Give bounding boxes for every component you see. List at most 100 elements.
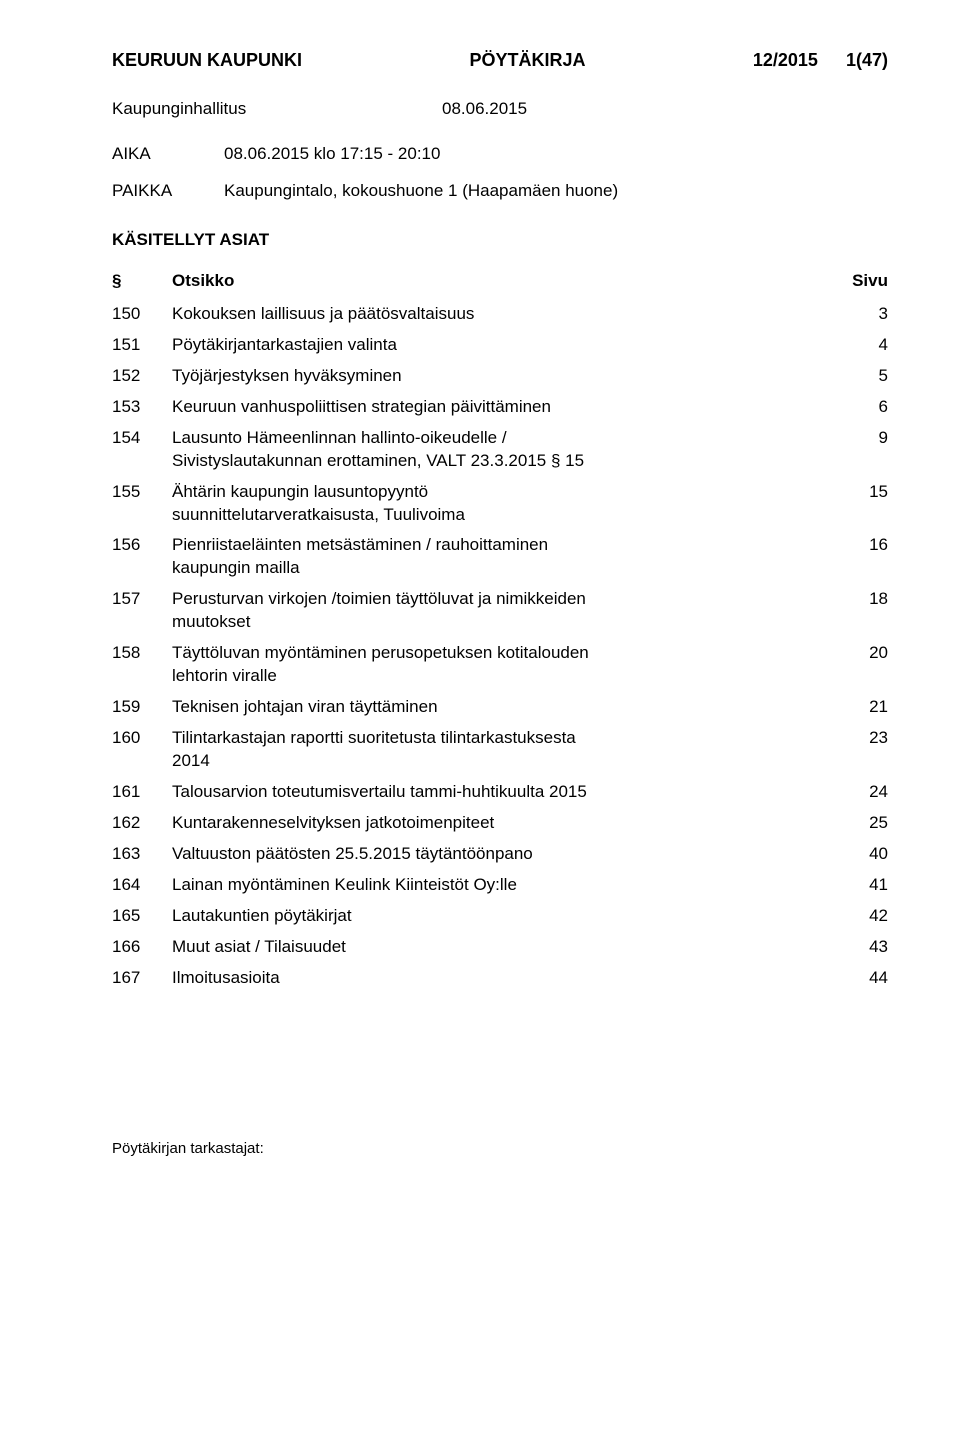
toc-item-title-line: lehtorin viralle bbox=[172, 665, 808, 688]
toc-item-title-line: Työjärjestyksen hyväksyminen bbox=[172, 365, 808, 388]
toc-item-title: Ilmoitusasioita bbox=[172, 967, 828, 990]
toc-item-page: 43 bbox=[828, 936, 888, 959]
toc-item-title: Lautakuntien pöytäkirjat bbox=[172, 905, 828, 928]
toc-item-title-line: Kokouksen laillisuus ja päätösvaltaisuus bbox=[172, 303, 808, 326]
toc-item-page: 4 bbox=[828, 334, 888, 357]
toc-item: 165Lautakuntien pöytäkirjat 42 bbox=[112, 905, 888, 928]
toc-item-num: 154 bbox=[112, 427, 172, 473]
toc-item-page: 3 bbox=[828, 303, 888, 326]
toc-item-title-line: Täyttöluvan myöntäminen perusopetuksen k… bbox=[172, 642, 808, 665]
toc-item: 159Teknisen johtajan viran täyttäminen21 bbox=[112, 696, 888, 719]
org-name: KEURUUN KAUPUNKI bbox=[112, 48, 302, 72]
toc-item-title-line: Lainan myöntäminen Keulink Kiinteistöt O… bbox=[172, 874, 808, 897]
toc-item-title-line: Sivistyslautakunnan erottaminen, VALT 23… bbox=[172, 450, 808, 473]
toc-item: 164Lainan myöntäminen Keulink Kiinteistö… bbox=[112, 874, 888, 897]
toc-item-title-line: 2014 bbox=[172, 750, 808, 773]
meeting-date: 08.06.2015 bbox=[442, 98, 527, 121]
toc-item-num: 155 bbox=[112, 481, 172, 527]
page-number: 1(47) bbox=[846, 48, 888, 72]
toc-item-title: Teknisen johtajan viran täyttäminen bbox=[172, 696, 828, 719]
toc-item-title-line: Valtuuston päätösten 25.5.2015 täytäntöö… bbox=[172, 843, 808, 866]
toc-item-num: 160 bbox=[112, 727, 172, 773]
toc-item: 166Muut asiat / Tilaisuudet 43 bbox=[112, 936, 888, 959]
toc-item: 167Ilmoitusasioita 44 bbox=[112, 967, 888, 990]
toc-item-title: Valtuuston päätösten 25.5.2015 täytäntöö… bbox=[172, 843, 828, 866]
toc-item-page: 23 bbox=[828, 727, 888, 773]
toc-item: 156Pienriistaeläinten metsästäminen / ra… bbox=[112, 534, 888, 580]
toc-item-num: 164 bbox=[112, 874, 172, 897]
toc-item-title: Ähtärin kaupungin lausuntopyyntösuunnitt… bbox=[172, 481, 828, 527]
toc-item-num: 161 bbox=[112, 781, 172, 804]
toc-item-num: 152 bbox=[112, 365, 172, 388]
toc-item-title: Lausunto Hämeenlinnan hallinto-oikeudell… bbox=[172, 427, 828, 473]
toc-item-num: 166 bbox=[112, 936, 172, 959]
toc-item-num: 167 bbox=[112, 967, 172, 990]
toc-head: § Otsikko Sivu bbox=[112, 270, 888, 293]
toc-item-title-line: Lausunto Hämeenlinnan hallinto-oikeudell… bbox=[172, 427, 808, 450]
toc-item-num: 153 bbox=[112, 396, 172, 419]
aika-label: AIKA bbox=[112, 143, 224, 166]
toc-item-page: 44 bbox=[828, 967, 888, 990]
toc-item-page: 6 bbox=[828, 396, 888, 419]
toc-item-page: 16 bbox=[828, 534, 888, 580]
paikka-row: PAIKKA Kaupungintalo, kokoushuone 1 (Haa… bbox=[112, 180, 888, 203]
toc-item-num: 156 bbox=[112, 534, 172, 580]
toc-item-page: 41 bbox=[828, 874, 888, 897]
subheader: Kaupunginhallitus 08.06.2015 bbox=[112, 98, 888, 121]
toc-item-title: Muut asiat / Tilaisuudet bbox=[172, 936, 828, 959]
aika-value: 08.06.2015 klo 17:15 - 20:10 bbox=[224, 143, 888, 166]
toc-item-title-line: Ilmoitusasioita bbox=[172, 967, 808, 990]
aika-row: AIKA 08.06.2015 klo 17:15 - 20:10 bbox=[112, 143, 888, 166]
toc-item-title-line: Muut asiat / Tilaisuudet bbox=[172, 936, 808, 959]
toc-item-title-line: Ähtärin kaupungin lausuntopyyntö bbox=[172, 481, 808, 504]
paikka-value: Kaupungintalo, kokoushuone 1 (Haapamäen … bbox=[224, 180, 888, 203]
toc-item-page: 40 bbox=[828, 843, 888, 866]
toc-item-title: Perusturvan virkojen /toimien täyttöluva… bbox=[172, 588, 828, 634]
toc-item-page: 25 bbox=[828, 812, 888, 835]
toc-item-page: 42 bbox=[828, 905, 888, 928]
toc-item-title: Tilintarkastajan raportti suoritetusta t… bbox=[172, 727, 828, 773]
toc-item-title-line: suunnittelutarveratkaisusta, Tuulivoima bbox=[172, 504, 808, 527]
toc-item-page: 15 bbox=[828, 481, 888, 527]
toc-item: 152Työjärjestyksen hyväksyminen 5 bbox=[112, 365, 888, 388]
toc-item-title: Pienriistaeläinten metsästäminen / rauho… bbox=[172, 534, 828, 580]
toc-item-page: 9 bbox=[828, 427, 888, 473]
toc-item-page: 5 bbox=[828, 365, 888, 388]
toc-item-title-line: Pöytäkirjantarkastajien valinta bbox=[172, 334, 808, 357]
footer-text: Pöytäkirjan tarkastajat: bbox=[112, 1139, 888, 1159]
toc-item-num: 162 bbox=[112, 812, 172, 835]
toc-item-title-line: Talousarvion toteutumisvertailu tammi-hu… bbox=[172, 781, 808, 804]
toc-item: 154Lausunto Hämeenlinnan hallinto-oikeud… bbox=[112, 427, 888, 473]
toc-item-num: 159 bbox=[112, 696, 172, 719]
toc-item-num: 165 bbox=[112, 905, 172, 928]
toc-item-title-line: Pienriistaeläinten metsästäminen / rauho… bbox=[172, 534, 808, 557]
toc-item: 161Talousarvion toteutumisvertailu tammi… bbox=[112, 781, 888, 804]
toc-item-title-line: Lautakuntien pöytäkirjat bbox=[172, 905, 808, 928]
toc-item-title-line: Kuntarakenneselvityksen jatkotoimenpitee… bbox=[172, 812, 808, 835]
toc-item: 160Tilintarkastajan raportti suoritetust… bbox=[112, 727, 888, 773]
toc-item-title: Täyttöluvan myöntäminen perusopetuksen k… bbox=[172, 642, 828, 688]
doc-type: PÖYTÄKIRJA bbox=[469, 48, 585, 72]
toc-item-num: 158 bbox=[112, 642, 172, 688]
toc-item-title: Kuntarakenneselvityksen jatkotoimenpitee… bbox=[172, 812, 828, 835]
toc-item-title-line: Tilintarkastajan raportti suoritetusta t… bbox=[172, 727, 808, 750]
toc-list: 150Kokouksen laillisuus ja päätösvaltais… bbox=[112, 303, 888, 990]
toc-item: 163Valtuuston päätösten 25.5.2015 täytän… bbox=[112, 843, 888, 866]
toc-item-page: 24 bbox=[828, 781, 888, 804]
toc-item: 153Keuruun vanhuspoliittisen strategian … bbox=[112, 396, 888, 419]
body-name: Kaupunginhallitus bbox=[112, 98, 442, 121]
toc-head-num: § bbox=[112, 270, 172, 293]
toc-item-num: 151 bbox=[112, 334, 172, 357]
toc-item-title-line: Perusturvan virkojen /toimien täyttöluva… bbox=[172, 588, 808, 611]
toc-item-title-line: Keuruun vanhuspoliittisen strategian päi… bbox=[172, 396, 808, 419]
toc-item-title: Pöytäkirjantarkastajien valinta bbox=[172, 334, 828, 357]
toc-head-page: Sivu bbox=[828, 270, 888, 293]
toc-item: 157Perusturvan virkojen /toimien täyttöl… bbox=[112, 588, 888, 634]
toc-item-title: Talousarvion toteutumisvertailu tammi-hu… bbox=[172, 781, 828, 804]
toc-item-title-line: muutokset bbox=[172, 611, 808, 634]
toc-item: 158Täyttöluvan myöntäminen perusopetukse… bbox=[112, 642, 888, 688]
toc-item-title-line: Teknisen johtajan viran täyttäminen bbox=[172, 696, 808, 719]
toc-item-page: 20 bbox=[828, 642, 888, 688]
toc-item: 151Pöytäkirjantarkastajien valinta 4 bbox=[112, 334, 888, 357]
paikka-label: PAIKKA bbox=[112, 180, 224, 203]
